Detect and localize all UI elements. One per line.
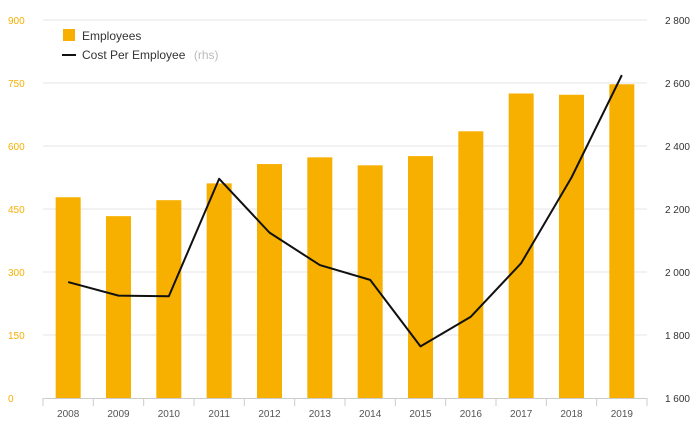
y-left-tick-0: 0 bbox=[8, 394, 14, 405]
bar-2016 bbox=[458, 131, 484, 399]
bar-2009 bbox=[106, 216, 131, 398]
bar-2012 bbox=[257, 164, 282, 398]
bar-2019 bbox=[609, 84, 635, 398]
bar-2008 bbox=[55, 197, 81, 398]
bar-series-employees bbox=[55, 84, 635, 399]
y-left-tick-300: 300 bbox=[8, 268, 25, 279]
line-path bbox=[67, 74, 623, 348]
y-left-tick-450: 450 bbox=[8, 205, 25, 216]
y-left-tick-600: 600 bbox=[8, 142, 25, 153]
y-right-tick-1800: 1 800 bbox=[665, 331, 690, 342]
x-axis: 2008 2009 2010 2011 2012 2013 2014 2015 2016 2017… bbox=[42, 398, 648, 420]
x-tick-label-2016: 2016 bbox=[460, 409, 483, 420]
y-right-tick-2000: 2 000 bbox=[665, 268, 690, 279]
legend-swatch-employees bbox=[63, 29, 75, 41]
x-tick-label-2014: 2014 bbox=[359, 409, 382, 420]
y-left-tick-750: 750 bbox=[8, 79, 25, 90]
x-tick-label-2011: 2011 bbox=[208, 409, 230, 420]
bar-2014 bbox=[357, 165, 383, 398]
y-right-tick-1600: 1 600 bbox=[665, 394, 690, 405]
legend-label-cost-per-employee: Cost Per Employee (rhs) bbox=[82, 46, 219, 63]
x-tick-label-2017: 2017 bbox=[510, 409, 533, 420]
y-right-tick-2800: 2 800 bbox=[665, 16, 690, 27]
line-series-cost-per-employee bbox=[67, 74, 623, 348]
x-tick-label-2015: 2015 bbox=[409, 409, 432, 420]
x-tick-label-2009: 2009 bbox=[107, 409, 130, 420]
legend-label-employees: Employees bbox=[82, 29, 141, 43]
y-right-tick-2600: 2 600 bbox=[665, 79, 690, 90]
bar-2010 bbox=[156, 200, 182, 398]
gridlines bbox=[43, 19, 647, 336]
x-tick-label-2013: 2013 bbox=[309, 409, 332, 420]
bar-2018 bbox=[559, 94, 584, 398]
y-axis-right: 1 600 1 800 2 000 2 200 2 400 2 600 2 800 bbox=[665, 16, 690, 405]
x-tick-label-2019: 2019 bbox=[611, 409, 634, 420]
legend-label-cost-per-employee-text: Cost Per Employee bbox=[82, 48, 186, 62]
y-left-tick-150: 150 bbox=[8, 331, 25, 342]
y-right-tick-2200: 2 200 bbox=[665, 205, 690, 216]
bar-2015 bbox=[408, 156, 433, 398]
x-tick-label-2018: 2018 bbox=[560, 409, 583, 420]
y-axis-left: 0 150 300 450 600 750 900 bbox=[8, 16, 25, 405]
y-left-tick-900: 900 bbox=[8, 16, 25, 27]
x-tick-label-2008: 2008 bbox=[57, 409, 80, 420]
x-tick-label-2012: 2012 bbox=[258, 409, 281, 420]
y-right-tick-2400: 2 400 bbox=[665, 142, 690, 153]
x-tick-label-2010: 2010 bbox=[158, 409, 181, 420]
legend-label-cost-per-employee-note: (rhs) bbox=[194, 48, 219, 62]
legend: Employees Cost Per Employee (rhs) bbox=[62, 29, 219, 63]
bar-2011 bbox=[206, 183, 232, 398]
bar-2013 bbox=[307, 157, 333, 398]
bar-2017 bbox=[508, 93, 534, 398]
